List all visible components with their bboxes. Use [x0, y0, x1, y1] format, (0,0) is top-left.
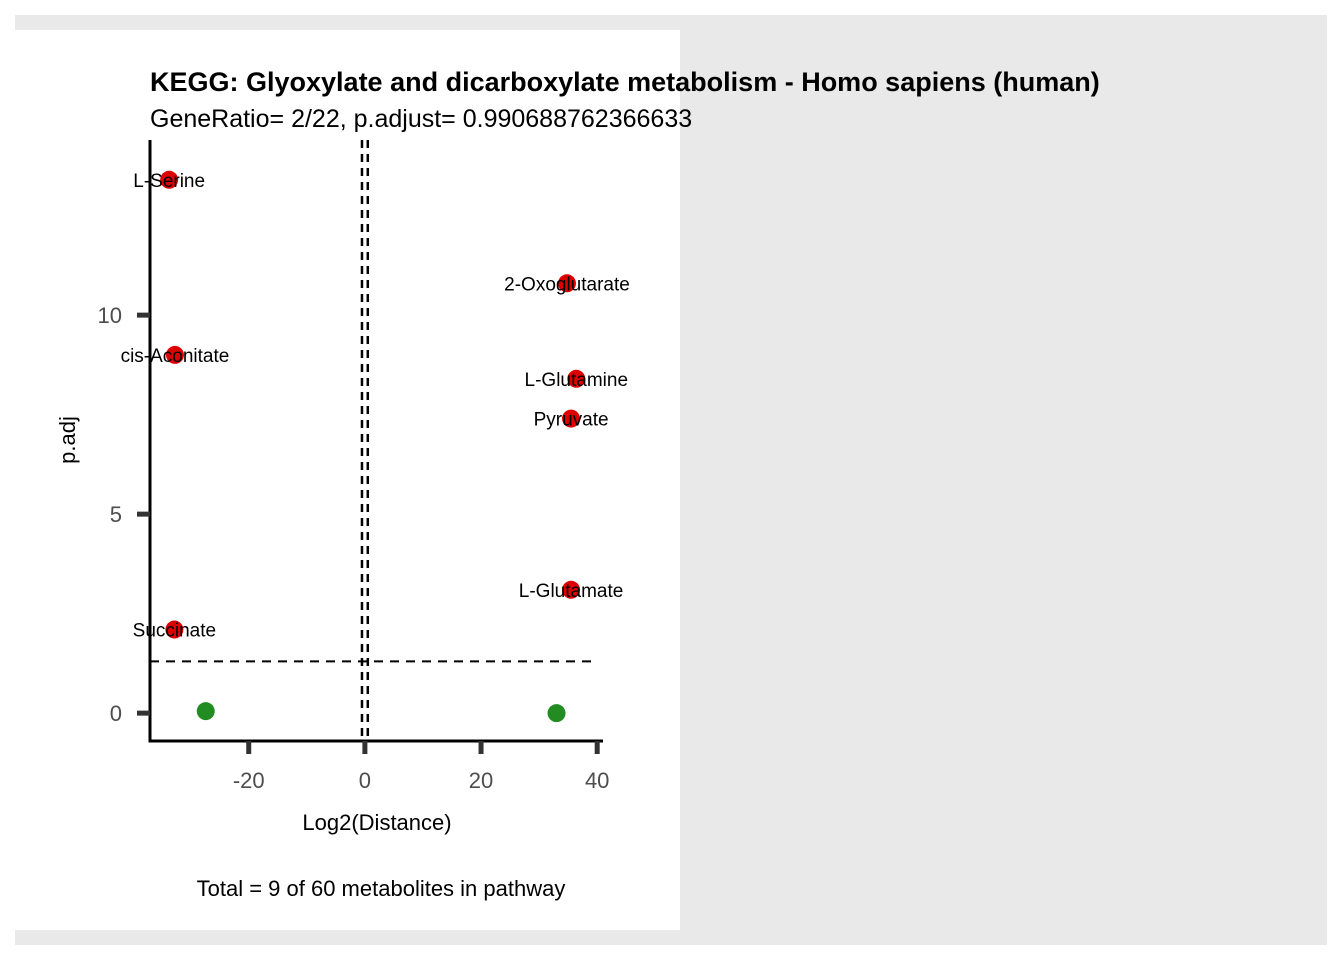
plot-background-panel [15, 30, 680, 930]
x-tick-label: 20 [469, 768, 493, 793]
point-label-5: L-Glutamate [519, 581, 624, 602]
x-tick-label: -20 [233, 768, 265, 793]
y-tick-label: 5 [110, 502, 122, 527]
data-point-5 [562, 580, 581, 599]
data-point-4 [562, 409, 581, 428]
point-label-3: L-Glutamine [525, 370, 629, 391]
data-point-3 [567, 369, 586, 388]
point-label-0: L-Serine [133, 171, 205, 192]
data-points [160, 170, 586, 723]
data-point-6 [165, 620, 184, 639]
data-point-1 [557, 274, 576, 293]
x-tick-label: 40 [585, 768, 609, 793]
point-labels: L-Serine 2-Oxoglutarate cis-Aconitate L-Glu… [121, 171, 630, 642]
chart-title: KEGG: Glyoxylate and dicarboxylate metab… [150, 67, 1100, 97]
point-label-1: 2-Oxoglutarate [504, 274, 630, 295]
y-axis-title: p.adj [55, 416, 80, 464]
threshold-lines [150, 140, 598, 741]
point-label-2: cis-Aconitate [121, 346, 230, 367]
y-tick-label: 0 [110, 701, 122, 726]
data-point-7 [196, 702, 215, 721]
data-point-0 [160, 170, 179, 189]
y-tick-label: 10 [98, 303, 122, 328]
chart-subtitle: GeneRatio= 2/22, p.adjust= 0.99068876236… [150, 105, 692, 133]
point-label-4: Pyruvate [534, 410, 609, 431]
data-point-2 [165, 345, 184, 364]
axes: -20 0 20 40 0 5 10 [98, 140, 609, 793]
x-axis-title: Log2(Distance) [302, 810, 451, 835]
data-point-8 [547, 704, 566, 723]
point-label-6: Succinate [133, 621, 216, 642]
x-tick-label: 0 [359, 768, 371, 793]
chart-caption: Total = 9 of 60 metabolites in pathway [197, 876, 566, 901]
